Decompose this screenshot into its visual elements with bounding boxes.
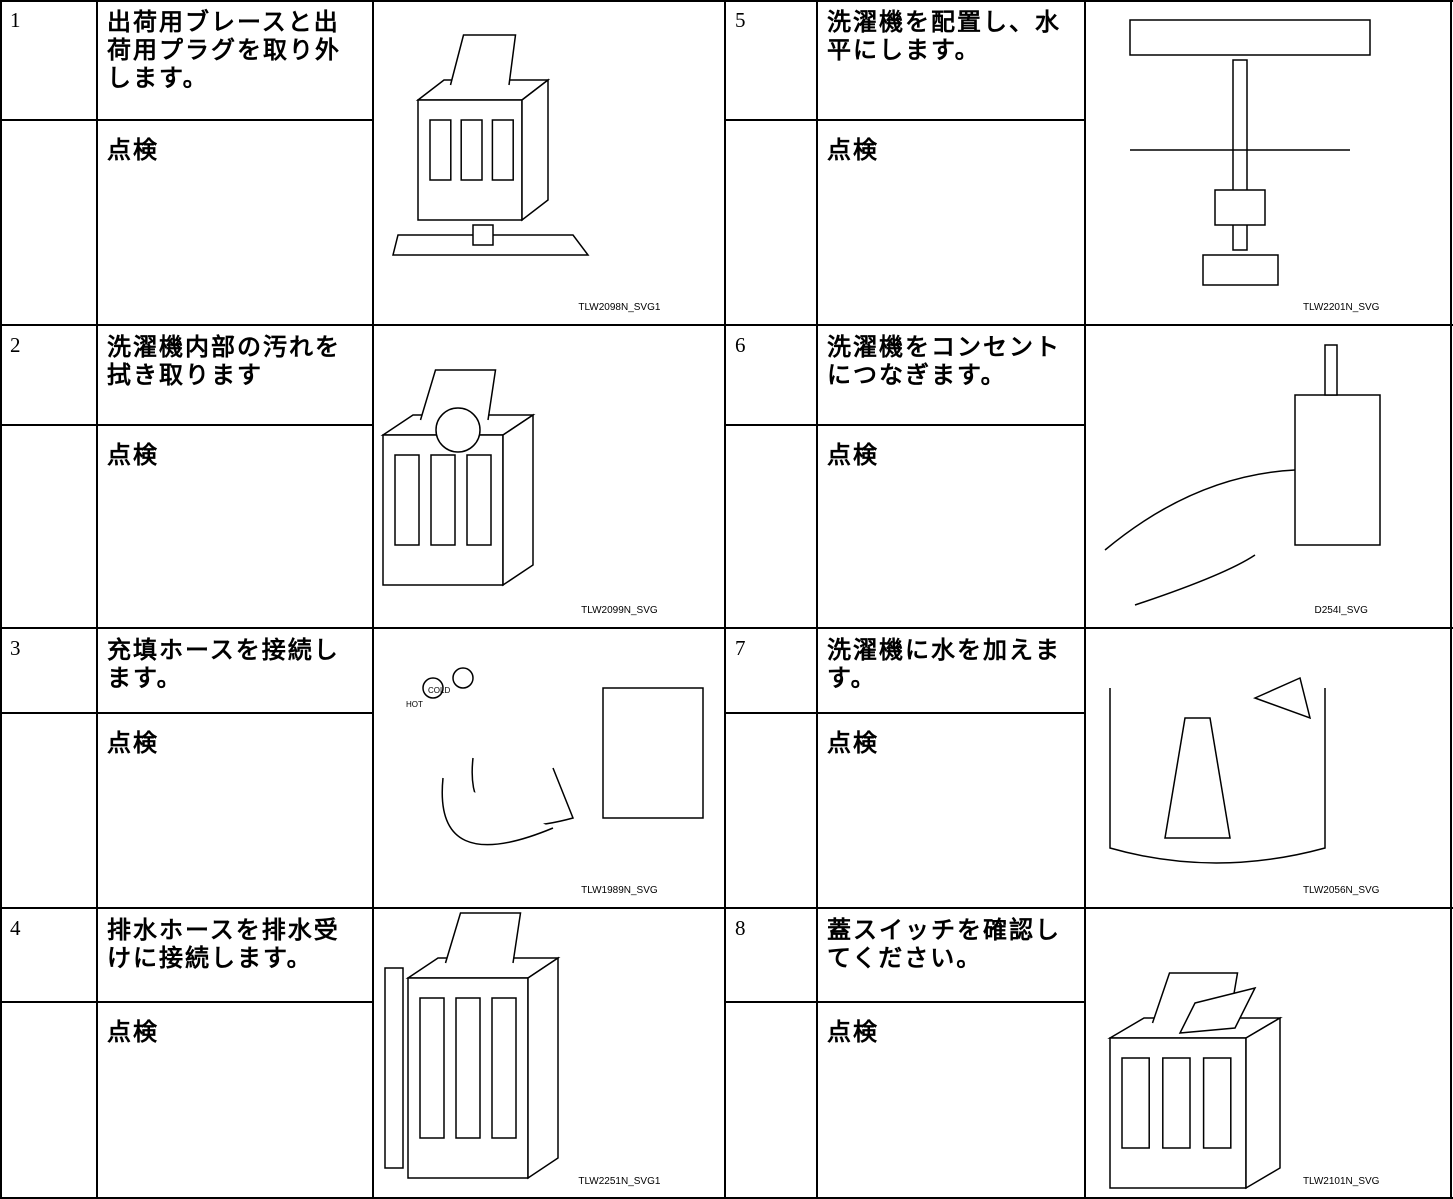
illustration [1252, 676, 1312, 720]
step-check: 点検 [827, 136, 879, 164]
figure-label: HOT [406, 700, 423, 709]
illustration [455, 997, 481, 1139]
step-figure: TLW2101N_SVG [1107, 972, 1380, 1190]
figure-code: TLW2201N_SVG [1303, 302, 1380, 313]
illustration [1245, 1016, 1281, 1190]
step-check: 点検 [107, 729, 159, 757]
step-figure: TLW2201N_SVG [1129, 19, 1380, 313]
illustration [441, 777, 554, 846]
step-title: 洗濯機をコンセントにつなぎます。 [827, 333, 1061, 389]
step-check: 点検 [827, 441, 879, 469]
illustration [429, 119, 452, 181]
step-title: 蓋スイッチを確認してください。 [827, 916, 1061, 972]
step-figure: TLW2099N_SVG [380, 369, 658, 616]
illustration [449, 34, 517, 86]
step-title: 充填ホースを接続します。 [107, 636, 340, 692]
illustration [1104, 469, 1296, 606]
step-figure: D254I_SVG [1104, 344, 1381, 616]
illustration [430, 454, 456, 546]
illustration [1294, 394, 1381, 546]
illustration [1202, 1057, 1232, 1149]
step-figure: TLW2056N_SVG [1109, 676, 1380, 896]
illustration [394, 454, 420, 546]
illustration [1324, 344, 1338, 396]
illustration [1164, 717, 1231, 839]
step-number: 5 [735, 8, 746, 32]
illustration [1162, 1057, 1191, 1149]
step-number: 6 [735, 333, 746, 357]
figure-code: TLW2099N_SVG [581, 605, 658, 616]
step-title: 排水ホースを排水受けに接続します。 [107, 916, 340, 972]
step-title: 洗濯機に水を加えます。 [827, 636, 1061, 692]
figure-label: COLD [428, 686, 450, 695]
illustration [502, 413, 534, 587]
figure-code: TLW2098N_SVG1 [578, 302, 661, 313]
illustration [422, 677, 444, 699]
step-number: 1 [10, 8, 21, 32]
step-figure: TLW1989N_SVG COLD HOT [406, 667, 704, 896]
illustration [1129, 19, 1371, 56]
step-check: 点検 [107, 136, 159, 164]
illustration [602, 687, 704, 819]
illustration [1178, 986, 1257, 1034]
illustration [444, 912, 522, 964]
step-number: 2 [10, 333, 21, 357]
illustration [527, 956, 559, 1180]
step-check: 点検 [827, 729, 879, 757]
step-title: 洗濯機を配置し、水平にします。 [827, 8, 1061, 64]
illustration [491, 119, 514, 181]
figure-code: TLW2251N_SVG1 [578, 1176, 661, 1187]
step-title: 出荷用ブレースと出荷用プラグを取り外します。 [107, 8, 341, 92]
step-figure: TLW2251N_SVG1 [384, 912, 661, 1187]
illustration [491, 997, 517, 1139]
illustration [521, 78, 549, 222]
illustration [435, 407, 481, 453]
step-number: 8 [735, 916, 746, 940]
step-figure: TLW2098N_SVG1 [392, 34, 661, 313]
illustration [1214, 189, 1266, 226]
illustration [472, 224, 494, 246]
illustration [384, 967, 404, 1169]
illustration [419, 997, 445, 1139]
illustration [452, 667, 474, 689]
figure-code: D254I_SVG [1315, 605, 1369, 616]
step-check: 点検 [107, 1018, 159, 1046]
illustration [419, 369, 497, 421]
figure-code: TLW2056N_SVG [1303, 885, 1380, 896]
illustration [466, 454, 492, 546]
step-check: 点検 [107, 441, 159, 469]
illustration [1121, 1057, 1150, 1149]
step-title: 洗濯機内部の汚れを拭き取ります [107, 333, 341, 389]
step-number: 7 [735, 636, 746, 660]
illustration [460, 119, 483, 181]
step-number: 4 [10, 916, 21, 940]
figure-code: TLW2101N_SVG [1303, 1176, 1380, 1187]
step-check: 点検 [827, 1018, 879, 1046]
illustration [1202, 254, 1279, 286]
step-number: 3 [10, 636, 21, 660]
figure-code: TLW1989N_SVG [581, 885, 658, 896]
